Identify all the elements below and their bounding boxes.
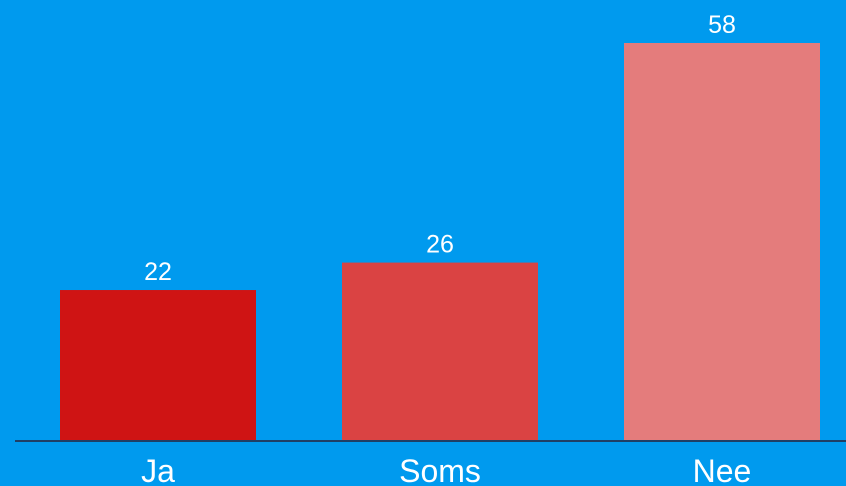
category-label-soms: Soms: [399, 453, 481, 486]
value-label-soms: 26: [426, 231, 454, 259]
bar-nee: [624, 43, 820, 441]
bar-soms: [342, 262, 538, 441]
category-label-ja: Ja: [141, 453, 175, 486]
bars-layer: [60, 43, 820, 441]
value-label-ja: 22: [144, 258, 172, 286]
value-label-nee: 58: [708, 11, 736, 39]
bar-ja: [60, 290, 256, 441]
category-label-nee: Nee: [693, 453, 752, 486]
value-labels-layer: 22 26 58: [144, 11, 736, 286]
category-labels-layer: Ja Soms Nee: [141, 453, 751, 486]
